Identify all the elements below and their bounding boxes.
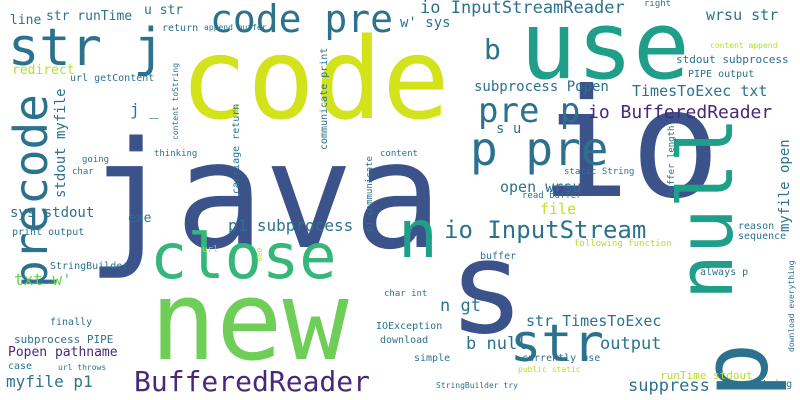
word-content-append: content append: [710, 41, 778, 50]
word-currently-use: currently use: [522, 353, 601, 364]
word-code: code: [180, 15, 450, 145]
word-public-static: public static: [518, 365, 581, 374]
word-str: str: [510, 314, 604, 374]
word-str-runtime: str runTime: [46, 9, 133, 24]
word-p1-subprocess: p1 subprocess: [228, 216, 354, 235]
word-always-p: always p: [700, 267, 749, 278]
word-myfile-p1: myfile p1: [6, 372, 93, 391]
word-reason: reason: [738, 221, 775, 232]
word-p1-communicate: p1 communicate: [365, 156, 375, 232]
word-read-buffer: read buffer: [522, 191, 582, 201]
word-buffer-length: buffer length: [667, 125, 677, 196]
word-stdout-subprocess: stdout subprocess: [676, 53, 789, 66]
word-subprocess-popen: subprocess Popen: [474, 79, 609, 95]
word-p-pre: p pre: [470, 122, 609, 176]
word-print-output: print output: [12, 227, 85, 238]
word-download: download: [380, 335, 429, 346]
word-suppress: suppress: [628, 376, 710, 396]
word-static-string: static String: [564, 167, 635, 177]
word-url-getcontent: url getContent: [70, 73, 155, 84]
word-subprocess-pipe: subprocess PIPE: [14, 333, 114, 346]
word-right: right: [644, 0, 672, 9]
word-exe: exe: [128, 211, 152, 226]
word-n-gt: n gt: [440, 296, 481, 316]
word-finally: finally: [50, 317, 93, 328]
word-communicate-print: communicate print: [319, 47, 330, 150]
word-s-u: s u: [496, 121, 522, 137]
word-carriage-return: carriage return: [231, 103, 242, 194]
word-java: java: [86, 110, 443, 282]
word-line: line: [10, 13, 42, 28]
word-runtime-stdout: runTime stdout: [660, 369, 753, 382]
word-thinking: thinking: [154, 149, 198, 159]
word-io: io: [540, 58, 721, 232]
word-n: n: [398, 196, 438, 273]
word-open-wrsu: open wrsu: [500, 178, 582, 196]
word-pipe-output: PIPE output: [688, 69, 755, 80]
word-redirect: redirect: [12, 63, 75, 78]
word-char: char: [72, 167, 94, 177]
word-content: content: [380, 149, 418, 159]
word-w-sys: w' sys: [400, 15, 451, 31]
word-case: case: [8, 361, 33, 372]
word-io-bufferedreader: io BufferedReader: [588, 102, 773, 123]
word-pre-p: pre p: [478, 91, 581, 131]
word-sys-stdout: sys stdout: [10, 205, 95, 221]
word-str-timestoexec: str TimesToExec: [526, 312, 662, 330]
word-precode: precode: [4, 94, 58, 288]
word-output: output: [600, 334, 662, 354]
word-download-everything: download everything: [787, 260, 796, 352]
word-stringbuilder-try: StringBuilder try: [436, 381, 518, 390]
word-stringbuilder: StringBuilder: [50, 261, 129, 272]
word-str-j: str j: [8, 18, 165, 78]
word-timestoexec-txt: TimesToExec txt: [632, 82, 768, 100]
word-io-inputstreamreader: io InputStreamReader: [420, 0, 625, 18]
word-bufferedreader: BufferedReader: [134, 365, 371, 398]
word-use: use: [520, 0, 690, 101]
word-stdout-myfile: stdout myfile: [53, 88, 69, 198]
word-close: close: [150, 220, 337, 293]
word-buffer: buffer: [480, 251, 517, 262]
word-myfile-open: myfile open: [777, 139, 793, 232]
word-code-pre: code pre: [210, 0, 394, 41]
word-append-buffer: append buffer: [204, 23, 267, 32]
word-b: b: [484, 33, 501, 66]
word-char-int: char int: [384, 289, 428, 299]
word-url: url: [202, 245, 219, 255]
word-io-inputstream: io InputStream: [444, 216, 647, 244]
word-new: new: [150, 257, 349, 385]
word-content-tostring: content toString: [171, 62, 180, 140]
word-s: s: [448, 214, 526, 363]
word-wrsu-str: wrsu str: [706, 6, 779, 24]
word-string: String: [756, 379, 793, 390]
word-txt-w: txt w': [14, 270, 72, 289]
word-sequence: sequence: [738, 231, 787, 242]
word-url-throws: url throws: [58, 363, 107, 372]
word-popen-pathname: Popen pathname: [8, 345, 118, 360]
word-return: return: [162, 23, 199, 34]
word-following-function: following function: [574, 239, 672, 249]
word-b-null: b null: [466, 334, 528, 354]
word-u-str: u str: [144, 3, 184, 18]
word-see: see: [255, 247, 264, 262]
word-j: j _: [130, 100, 159, 119]
word-simple: simple: [414, 353, 451, 364]
word-ioexception: IOException: [376, 321, 443, 332]
word-file: file: [540, 200, 577, 218]
word-going: going: [82, 155, 110, 165]
